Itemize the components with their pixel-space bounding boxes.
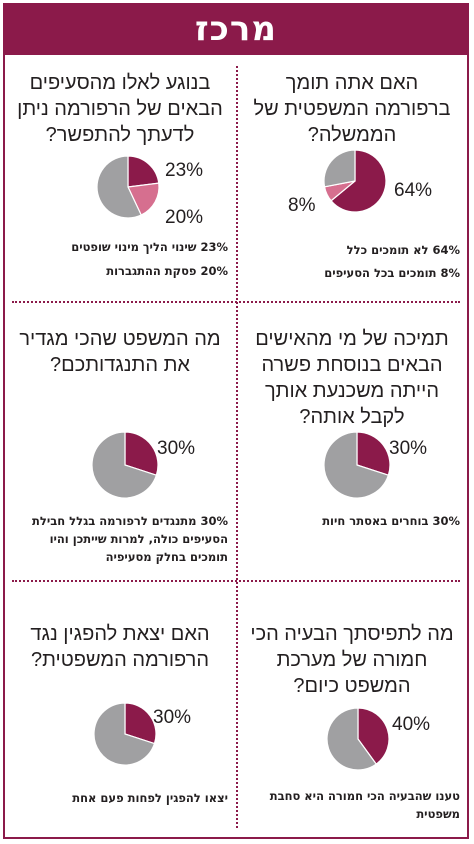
horizontal-divider-1: [12, 301, 460, 303]
page-title: מרכז: [3, 3, 469, 55]
pie-slice: [323, 149, 356, 188]
panel-question: מה המשפט שהכי מגדיר את התנגדותכם?: [19, 328, 221, 376]
pie-slice: [326, 707, 378, 771]
pie-note: 30% מתנגדים לרפורמה בגלל חבילת הסעיפים כ…: [32, 514, 228, 564]
page-title-text: מרכז: [195, 9, 277, 49]
pie-note: 30% בוחרים באסתר חיות: [322, 514, 460, 528]
panel-severe-problem: מה לתפיסתך הבעיה הכי חמורה של מערכת המשפ…: [240, 581, 466, 831]
pie-slice: [124, 702, 157, 745]
panel-defining-opposition: מה המשפט שהכי מגדיר את התנגדותכם? 30% 30…: [8, 302, 234, 580]
pie-label: 30%: [389, 438, 428, 459]
pie-slice: [127, 155, 160, 188]
pie-chart: [323, 431, 391, 499]
panel-question: מה לתפיסתך הבעיה הכי חמורה של מערכת המשפ…: [250, 623, 454, 697]
pie-chart: [93, 702, 157, 766]
panel-compromise-clauses: בנוגע לאלו מהסעיפים הבאים של הרפורמה נית…: [8, 58, 234, 301]
panel-support-reform: האם אתה תומך ברפורמה המשפטית של הממשלה? …: [240, 58, 466, 301]
panel-question: תמיכה של מי מהאישים הבאים בנוסחת פשרה הי…: [255, 328, 449, 428]
pie-slice: [124, 431, 159, 476]
pie-note: 64% לא תומכים כלל: [346, 243, 460, 257]
pie-label: 23%: [165, 160, 204, 181]
pie-slice: [93, 702, 156, 766]
pie-slice: [357, 707, 390, 765]
pie-slice: [127, 182, 160, 216]
pie-label: 64%: [394, 180, 433, 201]
panel-persuasive-figure: תמיכה של מי מהאישים הבאים בנוסחת פשרה הי…: [240, 302, 466, 580]
pie-chart: [91, 431, 159, 499]
pie-label: 8%: [288, 195, 316, 216]
pie-note: יצאו להפגין לפחות פעם אחת: [72, 791, 228, 805]
horizontal-divider-2: [12, 580, 460, 582]
pie-chart: [323, 149, 387, 213]
pie-label: 30%: [153, 707, 192, 728]
pie-slice: [356, 431, 391, 476]
pie-slice: [330, 149, 387, 213]
pie-label: 20%: [165, 207, 204, 228]
panel-question: האם אתה תומך ברפורמה המשפטית של הממשלה?: [253, 72, 451, 146]
pie-slice: [96, 155, 142, 219]
pie-chart: [96, 155, 160, 219]
pie-label: 40%: [392, 714, 431, 735]
panel-question: האם יצאת להפגין נגד הרפורמה המשפטית?: [30, 623, 210, 671]
panel-question: בנוגע לאלו מהסעיפים הבאים של הרפורמה נית…: [17, 72, 223, 146]
pie-note: 8% תומכים בכל הסעיפים: [324, 266, 460, 280]
pie-chart: [326, 707, 390, 771]
pie-note: טענו שהבעיה הכי חמורה היא סחבת משפטית: [269, 789, 460, 821]
panel-protest: האם יצאת להפגין נגד הרפורמה המשפטית? 30%…: [8, 581, 234, 831]
pie-note: 23% שינוי הליך מינוי שופטים: [71, 240, 228, 254]
pie-note: 20% פסקת ההתגברות: [106, 264, 228, 278]
vertical-divider: [236, 66, 238, 828]
pie-slice: [91, 431, 158, 499]
pie-slice: [323, 431, 390, 499]
pie-label: 30%: [157, 438, 196, 459]
